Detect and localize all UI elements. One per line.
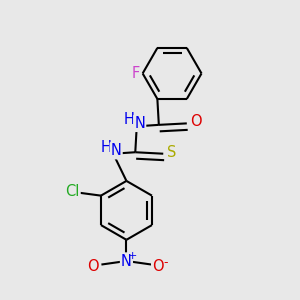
Text: S: S: [167, 145, 177, 160]
Text: O: O: [87, 260, 98, 274]
Text: O: O: [152, 260, 164, 274]
Text: F: F: [132, 66, 140, 81]
Text: +: +: [128, 251, 137, 261]
Text: N: N: [121, 254, 132, 268]
Text: N: N: [134, 116, 145, 131]
Text: N: N: [111, 143, 122, 158]
Text: Cl: Cl: [65, 184, 80, 199]
Text: H: H: [100, 140, 111, 155]
Text: H: H: [124, 112, 135, 127]
Text: O: O: [190, 113, 202, 128]
Text: -: -: [164, 256, 168, 269]
